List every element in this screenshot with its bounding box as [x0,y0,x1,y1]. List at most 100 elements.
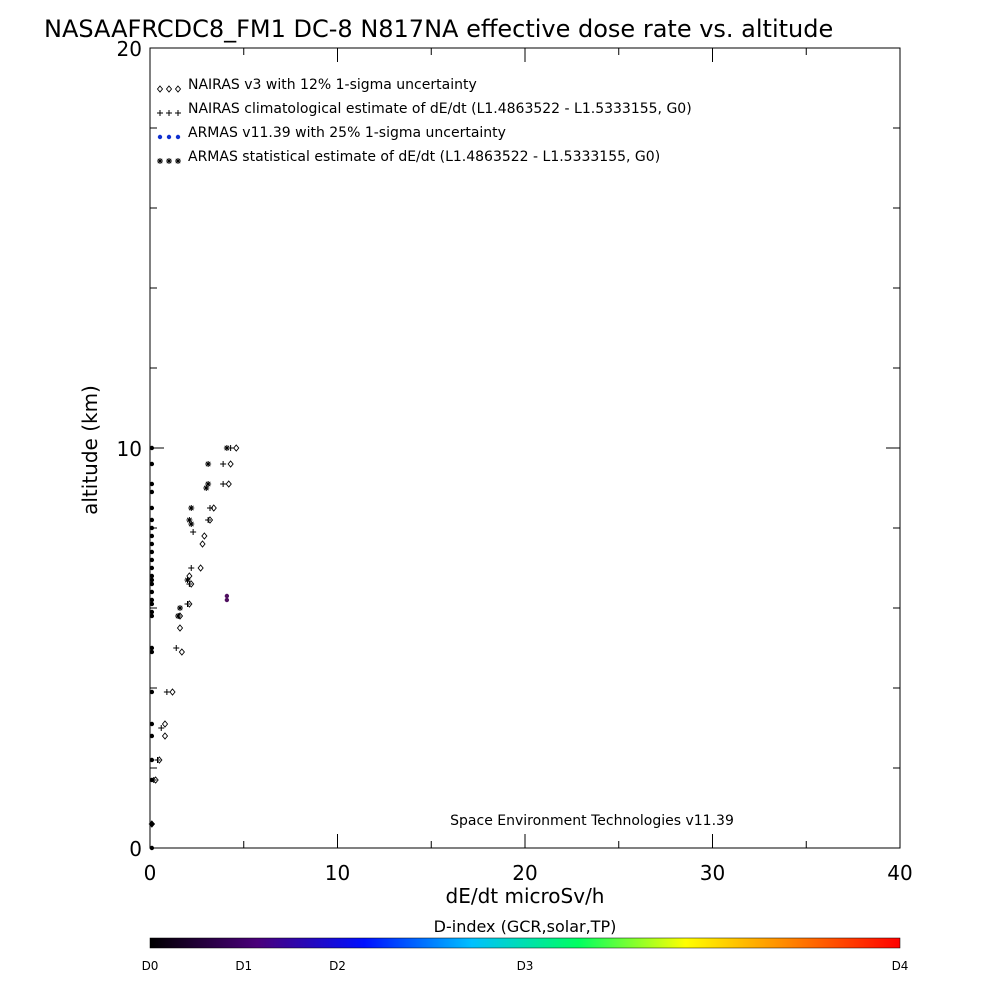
data-point-dot [149,557,155,563]
data-point-diamond [186,572,193,580]
data-point-asterisk [188,505,195,511]
data-point-dot [149,609,155,615]
data-point-diamond [169,688,176,696]
legend-item: ARMAS statistical estimate of dE/dt (L1.… [157,149,660,165]
legend-item: ARMAS v11.39 with 25% 1-sigma uncertaint… [157,125,506,141]
legend-label: ARMAS v11.39 with 25% 1-sigma uncertaint… [188,125,506,141]
data-point-dot [149,821,155,827]
colorbar-label: D2 [329,959,346,973]
colorbar-label: D4 [892,959,909,973]
colorbar-title: D-index (GCR,solar,TP) [434,917,617,936]
data-point-asterisk [205,481,212,487]
plot-border [149,47,901,849]
y-tick-label: 0 [129,837,142,861]
data-point-plus [220,461,227,467]
data-point-dot [149,601,155,607]
data-point-dot [149,845,155,851]
y-tick-label: 20 [117,37,142,61]
plot-frame [149,47,901,849]
data-point-dot [149,689,155,695]
data-point-dot [149,577,155,583]
legend-marker-dot [166,134,172,140]
legend-marker-dot [157,134,163,140]
legend-marker-asterisk [166,158,172,164]
data-point-dot [149,597,155,603]
data-point-asterisk [186,517,193,523]
legend-label: NAIRAS v3 with 12% 1-sigma uncertainty [188,77,477,93]
colorbar-label: D1 [235,959,252,973]
series-dot-2 [149,445,155,851]
data-point-asterisk [175,613,182,619]
data-point-diamond [178,648,185,656]
data-point-plus [173,645,180,651]
data-point-dot [149,721,155,727]
y-axis-label: altitude (km) [78,385,102,515]
colorbar-labels: D0 D1 D2 D3 D4 [142,959,909,973]
data-point-plus [158,725,165,731]
data-point-dot [149,757,155,763]
data-point-dot [149,589,155,595]
x-tick-label: 20 [512,861,537,885]
data-point-diamond [199,540,206,548]
data-point-dot [149,461,155,467]
data-point-plus [163,689,170,695]
data-point-dot [149,525,155,531]
legend-marker-plus [175,110,181,116]
data-point-plus [190,529,197,535]
data-point-plus [188,565,195,571]
data-point-dot [149,645,155,651]
data-point-dot [149,533,155,539]
x-tick-label: 0 [144,861,157,885]
data-point-dot [149,649,155,655]
data-point-dot [149,733,155,739]
data-point-asterisk [203,485,210,491]
data-point-dot [149,549,155,555]
legend-marker-plus [166,110,172,116]
colorbar-label: D3 [517,959,534,973]
data-point-diamond [225,480,232,488]
data-point-diamond [197,564,204,572]
data-point-dot [149,505,155,511]
data-point-diamond [161,732,169,740]
data-point-plus [154,757,161,763]
data-point-plus [184,601,191,607]
data-point-dot [149,517,155,523]
series-plus-1 [148,445,234,827]
data-point-dot [149,777,155,783]
legend-marker-diamond [165,85,173,93]
data-point-plus [207,505,213,511]
data-point-dot [149,613,155,619]
data-point-plus [220,481,227,487]
x-tick-label: 40 [887,861,912,885]
x-tick-label: 10 [325,861,350,885]
data-point-diamond [201,532,208,540]
data-point-dot [149,541,155,547]
data-point-diamond [176,624,184,632]
chart-title: NASAAFRCDC8_FM1 DC-8 N817NA effective do… [44,15,833,43]
data-point-diamond [233,444,240,452]
colorbar [149,937,901,949]
x-axis: 0 10 20 30 40 [144,48,913,885]
legend-marker-plus [157,110,163,116]
legend-marker-asterisk [175,158,181,164]
data-point-asterisk [205,461,212,467]
data-point-dot [224,593,230,599]
legend-label: NAIRAS climatological estimate of dE/dt … [188,101,692,117]
legend-marker-asterisk [157,158,163,164]
legend: NAIRAS v3 with 12% 1-sigma uncertainty NA… [156,77,692,165]
data-point-dot [149,573,155,579]
series-diamond-0 [148,444,240,828]
x-tick-label: 30 [700,861,725,885]
legend-marker-dot [175,134,181,140]
data-point-dot [149,445,155,451]
data-point-diamond [161,720,169,728]
y-tick-label: 10 [117,437,142,461]
data-point-dot [149,581,155,587]
y-axis: 0 10 20 [117,37,900,861]
legend-marker-diamond [156,85,164,93]
legend-label: ARMAS statistical estimate of dE/dt (L1.… [188,149,660,165]
data-point-asterisk [184,577,191,583]
legend-item: NAIRAS climatological estimate of dE/dt … [157,101,692,117]
x-axis-label: dE/dt microSv/h [446,884,605,908]
